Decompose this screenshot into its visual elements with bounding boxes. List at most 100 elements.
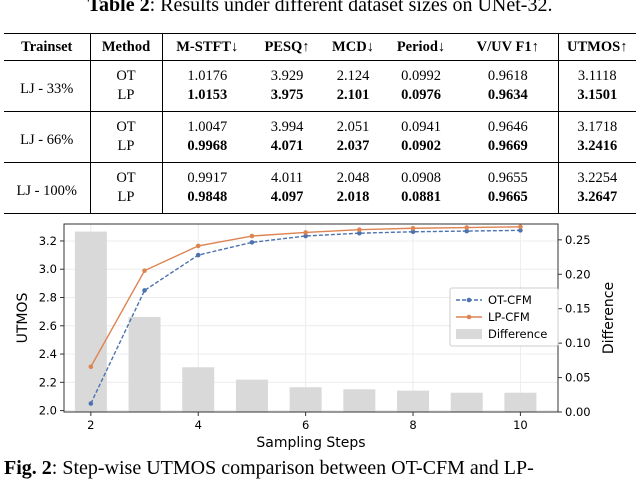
value-cell: 0.9646 [458,111,559,137]
difference-bar [74,231,107,412]
series-line-ot-cfm [90,229,521,404]
y-tick-label: 3.2 [39,234,57,248]
header-mstft: M-STFT↓ [162,33,252,61]
table-group-lj100: LJ - 100% OT 0.9917 4.011 2.048 0.0908 0… [4,162,636,214]
series-point-lp-cfm [464,225,470,230]
difference-bar [235,379,268,412]
legend-label: LP-CFM [488,310,530,324]
value-cell: 3.2416 [577,138,618,154]
value-cell: 3.1718 [577,119,618,135]
value-cell: 3.1118 [577,68,617,84]
series-point-ot-cfm [88,401,94,406]
header-pesq: PESQ↑ [252,33,322,61]
y-axis-label: UTMOS [15,293,31,344]
figure-caption: Fig. 2: Step-wise UTMOS comparison betwe… [0,456,640,480]
series-point-ot-cfm [518,228,523,233]
value-cell: 3.2254 [577,170,618,186]
series-point-ot-cfm [303,233,308,239]
table-caption-text: : Results under different dataset sizes … [149,0,553,16]
value-cell: 0.0992 [401,68,441,84]
value-cell: 0.0902 [401,138,441,154]
value-cell: 2.101 [336,87,370,103]
figure-caption-text: : Step-wise UTMOS comparison between OT-… [51,457,534,479]
method-cell: OT [90,60,163,86]
value-cell: 0.9917 [187,170,228,186]
value-cell: 4.071 [270,138,304,154]
y-tick-label: 3.0 [39,262,57,276]
legend-label: OT-CFM [488,293,532,307]
difference-bar [182,367,215,412]
figure-caption-label: Fig. 2 [4,457,52,479]
table-caption: Table 2: Results under different dataset… [0,0,640,17]
value-cell: 3.1501 [577,87,618,103]
table-row: LJ - 66% OT 1.0047 3.994 2.051 0.0941 0.… [4,111,636,163]
header-mcd: MCD↓ [322,33,384,61]
x-tick-label: 4 [195,418,202,432]
series-point-lp-cfm [88,364,94,370]
series-point-ot-cfm [142,288,147,293]
value-cell: 3.2647 [577,189,618,205]
value-cell: 1.0176 [187,68,228,84]
value-cell: 0.9968 [187,138,228,154]
value-cell: 1.0153 [187,87,228,103]
trainset-cell: LJ - 66% [4,111,91,163]
value-cell: 0.9618 [458,60,559,86]
table-group-lj33: LJ - 33% OT 1.0176 3.929 2.124 0.0992 0.… [4,60,636,112]
table-header-row: Trainset Method M-STFT↓ PESQ↑ MCD↓ Perio… [4,33,636,61]
table-caption-label: Table 2 [87,0,150,16]
series-point-ot-cfm [249,240,255,245]
difference-bar [289,387,322,412]
x-tick-label: 6 [302,418,309,432]
y2-tick-label: 0.00 [565,405,591,419]
method-cell: OT [90,111,163,137]
series-point-lp-cfm [195,243,201,249]
value-cell: 0.9848 [187,189,228,205]
legend-swatch-difference [456,329,482,339]
series-point-lp-cfm [249,233,255,239]
table-row: LJ - 33% OT 1.0176 3.929 2.124 0.0992 0.… [4,60,636,112]
y-tick-label: 2.8 [39,291,57,305]
value-cell: 0.9634 [458,86,559,112]
value-cell: 3.929 [270,68,304,84]
y2-tick-label: 0.15 [565,302,591,316]
table-row: LP 0.9968 4.071 2.037 0.0902 0.9669 3.24… [4,137,636,163]
y2-tick-label: 0.10 [565,336,591,350]
y2-tick-label: 0.20 [565,267,591,281]
value-cell: 0.9669 [458,137,559,163]
header-utmos: UTMOS↑ [558,33,636,61]
results-table: Trainset Method M-STFT↓ PESQ↑ MCD↓ Perio… [4,33,636,214]
difference-bar [397,390,430,412]
series-point-lp-cfm [357,227,362,232]
value-cell: 0.0976 [401,87,441,103]
header-trainset: Trainset [4,33,91,61]
value-cell: 1.0047 [187,119,228,135]
table-group-lj66: LJ - 66% OT 1.0047 3.994 2.051 0.0941 0.… [4,111,636,163]
legend-marker-lp-cfm [466,314,472,320]
method-cell: LP [90,188,163,214]
series-point-lp-cfm [410,225,416,231]
header-vuv-f1: V/UV F1↑ [458,33,559,61]
trainset-cell: LJ - 33% [4,60,91,112]
value-cell: 3.994 [270,119,304,135]
table-row: LP 1.0153 3.975 2.101 0.0976 0.9634 3.15… [4,86,636,112]
y2-tick-label: 0.05 [565,371,591,385]
difference-bar [343,389,376,412]
value-cell: 0.0881 [401,189,441,205]
header-period: Period↓ [384,33,458,61]
y2-axis-label: Difference [601,282,617,354]
value-cell: 0.9665 [458,188,559,214]
method-cell: LP [90,137,163,163]
x-axis-label: Sampling Steps [256,435,365,451]
value-cell: 2.048 [336,170,370,186]
y-tick-label: 2.0 [39,404,57,418]
y2-tick-label: 0.25 [565,233,591,247]
x-tick-label: 8 [409,418,416,432]
table-row: LJ - 100% OT 0.9917 4.011 2.048 0.0908 0… [4,162,636,214]
value-cell: 4.097 [270,189,304,205]
utmos-chart: 2.0 2.2 2.4 2.6 2.8 3.0 3.2 0.00 0.05 0.10 0.15 0.2… [15,223,617,451]
legend-label: Difference [488,327,547,341]
y-tick-label: 2.4 [39,347,57,361]
value-cell: 2.018 [336,189,370,205]
y-tick-label: 2.6 [39,319,57,333]
value-cell: 2.051 [336,119,370,135]
